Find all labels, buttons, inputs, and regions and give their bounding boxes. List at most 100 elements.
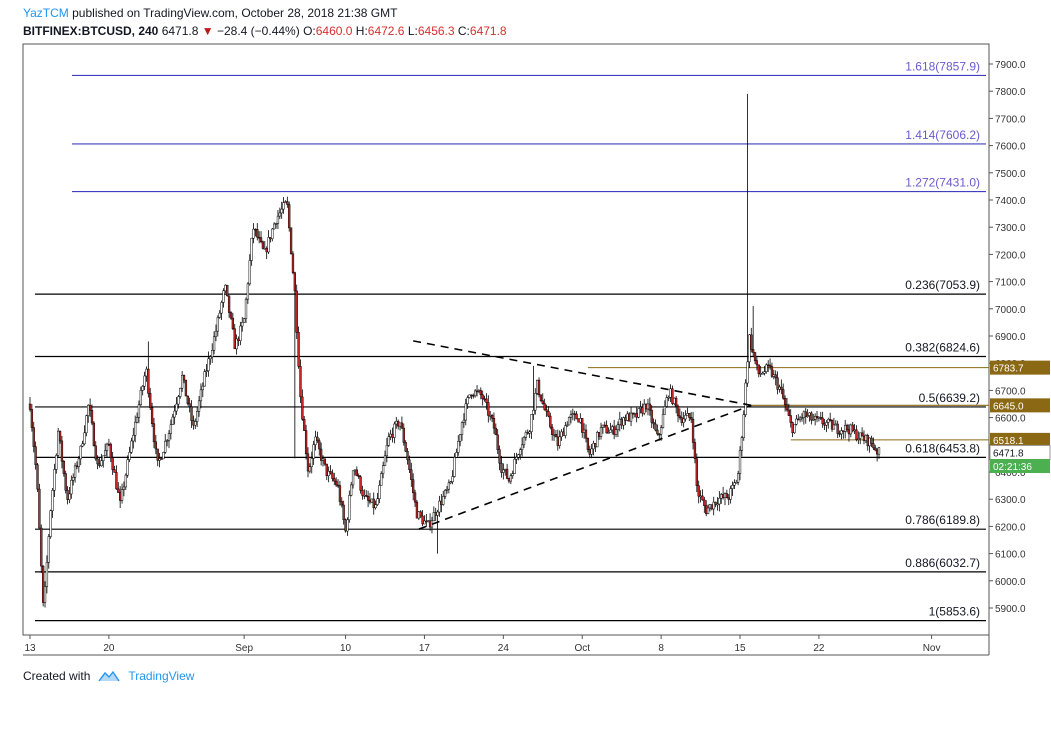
candle-body xyxy=(872,443,875,449)
tradingview-brand-link[interactable]: TradingView xyxy=(128,669,195,683)
y-tick-label: 7900.0 xyxy=(995,60,1026,71)
candle-body xyxy=(126,459,129,476)
candle-body xyxy=(293,272,296,292)
candle-body xyxy=(359,476,362,491)
candle-body xyxy=(385,445,389,457)
candle-body xyxy=(214,330,218,338)
candle-body xyxy=(845,425,849,430)
candle-body xyxy=(201,385,204,391)
candle-body xyxy=(149,393,152,409)
price-chart[interactable]: 0.236(7053.9) 0.382(6824.6) 0.5(6639.2) 0.6… xyxy=(0,0,1051,660)
candle-body xyxy=(594,443,597,448)
author-name[interactable]: YazTCM xyxy=(23,6,69,20)
candle-body xyxy=(383,455,387,466)
candle-body xyxy=(180,374,184,389)
candle-body xyxy=(436,511,439,516)
created-with-label: Created with xyxy=(23,669,91,683)
candle-body xyxy=(32,427,35,447)
candle-body xyxy=(310,458,313,467)
candle-body xyxy=(789,415,792,423)
candle-body xyxy=(351,470,355,486)
fib-level-label: 1(5853.6) xyxy=(929,605,980,619)
candle-body xyxy=(582,429,586,433)
candle-body xyxy=(628,413,631,422)
candle-body xyxy=(233,328,236,350)
candle-body xyxy=(231,317,235,329)
x-tick-label: Nov xyxy=(923,643,941,654)
candle-body xyxy=(549,415,552,428)
candle-body xyxy=(776,377,779,390)
candle-body xyxy=(783,398,787,405)
candle-body xyxy=(736,473,740,483)
last-price: 6471.8 xyxy=(161,24,199,38)
candle-body xyxy=(38,488,41,529)
candle-body xyxy=(498,449,501,464)
candle-body xyxy=(812,419,815,421)
candle-body xyxy=(165,440,169,442)
candle-body xyxy=(742,414,745,438)
candle-body xyxy=(750,334,753,350)
candle-body xyxy=(338,485,342,502)
candle-body xyxy=(855,429,858,440)
candle-body xyxy=(795,418,798,425)
candle-body xyxy=(618,418,621,425)
candle-body xyxy=(605,425,608,434)
candle-body xyxy=(810,412,813,421)
candle-body xyxy=(447,482,451,490)
candle-body xyxy=(124,474,127,488)
candle-body xyxy=(520,444,524,451)
candle-body xyxy=(597,432,601,437)
candle-body xyxy=(840,430,843,435)
candle-body xyxy=(519,449,522,455)
candle-body xyxy=(584,429,588,439)
candle-body xyxy=(468,394,471,398)
candle-body xyxy=(470,394,473,397)
candle-body xyxy=(387,436,390,446)
candle-body xyxy=(83,432,86,445)
candle-body xyxy=(590,448,593,455)
candle-body xyxy=(761,372,764,375)
candle-body xyxy=(588,449,591,455)
candle-body xyxy=(819,417,822,419)
candle-body xyxy=(457,441,460,453)
candle-body xyxy=(250,237,253,261)
candle-body xyxy=(487,402,490,416)
candle-body xyxy=(246,283,250,300)
candle-body xyxy=(209,356,212,360)
candle-body xyxy=(744,382,747,415)
candle-body xyxy=(569,414,573,418)
candle-body xyxy=(554,434,558,438)
candle-body xyxy=(291,253,295,273)
y-tick-label: 6100.0 xyxy=(995,550,1026,561)
candle-body xyxy=(333,478,336,482)
candle-body xyxy=(79,445,82,460)
y-tick-label: 7600.0 xyxy=(995,142,1026,153)
x-tick-label: 17 xyxy=(419,643,431,654)
y-tick-label: 7700.0 xyxy=(995,114,1026,125)
fib-level-label: 0.5(6639.2) xyxy=(919,391,980,405)
candle-body xyxy=(199,389,203,402)
candle-body xyxy=(135,417,139,423)
candle-body xyxy=(782,389,785,399)
candle-body xyxy=(676,405,680,417)
candle-body xyxy=(395,421,398,425)
candle-body xyxy=(366,496,370,501)
candle-body xyxy=(406,451,409,461)
candle-body xyxy=(539,394,543,401)
candle-body xyxy=(64,473,67,491)
candle-body xyxy=(759,373,762,375)
candle-body xyxy=(528,431,531,434)
candle-body xyxy=(280,208,283,214)
candle-body xyxy=(321,458,325,461)
candle-body xyxy=(417,511,420,519)
candle-body xyxy=(825,422,828,426)
candle-body xyxy=(73,465,77,478)
candle-body xyxy=(404,442,407,452)
candle-body xyxy=(88,404,92,411)
candle-body xyxy=(502,469,505,473)
candle-body xyxy=(834,423,837,426)
candle-body xyxy=(460,422,464,435)
candle-body xyxy=(489,415,492,417)
candle-body xyxy=(284,201,287,203)
candle-body xyxy=(335,480,338,486)
